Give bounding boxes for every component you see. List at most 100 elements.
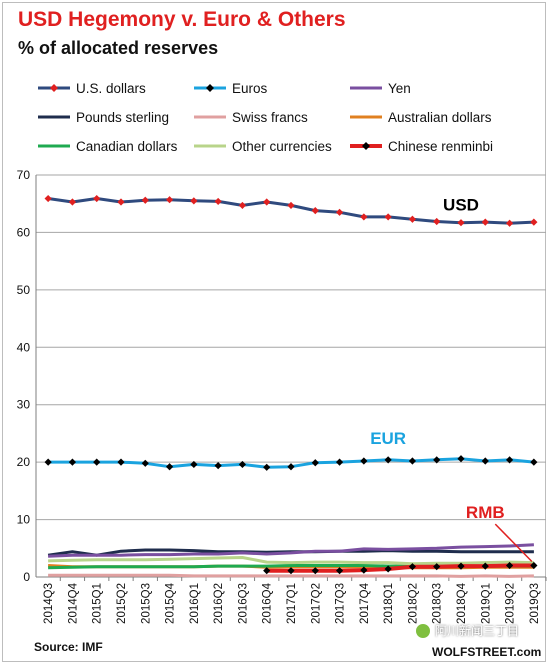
y-tick-label: 0	[23, 570, 30, 584]
data-point	[190, 197, 198, 205]
data-point	[44, 194, 52, 203]
data-point	[68, 458, 77, 466]
data-point	[433, 563, 441, 571]
series-other-currencies	[48, 556, 534, 566]
data-point	[408, 215, 417, 223]
data-point	[360, 566, 368, 574]
data-point	[117, 458, 125, 466]
data-point	[311, 459, 319, 467]
legend-label: Chinese renminbi	[388, 138, 494, 154]
data-point	[457, 219, 465, 227]
legend-swatch	[38, 115, 70, 119]
data-point	[384, 565, 392, 573]
x-tick-label: 2015Q4	[165, 582, 177, 624]
annotation-rmb: RMB	[466, 503, 505, 522]
data-point	[214, 461, 222, 470]
x-tick-label: 2019Q2	[505, 583, 517, 624]
legend-label: Canadian dollars	[76, 138, 178, 154]
x-tick-label: 2018Q1	[383, 583, 395, 624]
x-tick-label: 2017Q1	[286, 583, 298, 624]
legend-label: Other currencies	[232, 138, 332, 154]
x-tick-label: 2015Q1	[92, 583, 104, 624]
data-point	[214, 197, 222, 206]
legend-item-swiss-francs: Swiss francs	[192, 107, 308, 127]
data-point	[530, 561, 538, 570]
data-point	[93, 458, 101, 466]
data-point	[505, 219, 514, 227]
x-tick-label: 2018Q4	[456, 582, 468, 624]
x-tick-label: 2016Q2	[213, 583, 225, 624]
legend-label: Swiss francs	[232, 109, 308, 125]
data-point	[287, 567, 295, 575]
legend-item-australian-dollars: Australian dollars	[348, 107, 492, 127]
legend-swatch	[194, 115, 226, 119]
series-line	[266, 563, 534, 573]
data-point	[165, 463, 174, 471]
y-tick-label: 60	[17, 225, 31, 239]
watermark: 阿川新闻三丁目	[415, 622, 519, 639]
data-point	[190, 460, 198, 469]
data-point	[384, 213, 392, 221]
legend-swatch	[350, 115, 382, 119]
legend-swatch	[194, 84, 226, 92]
y-tick-label: 20	[17, 455, 31, 469]
legend-swatch	[38, 84, 70, 92]
x-tick-label: 2017Q2	[310, 583, 322, 624]
legend: U.S. dollars Euros Yen Pounds sterling Swiss…	[0, 74, 550, 164]
legend-item-other-currencies: Other currencies	[192, 136, 332, 156]
data-point	[335, 567, 344, 575]
data-point	[117, 198, 125, 206]
y-tick-label: 10	[17, 513, 31, 527]
data-point	[408, 457, 417, 465]
watermark-icon	[415, 622, 431, 639]
legend-item-euros: Euros	[192, 78, 267, 98]
data-point	[481, 218, 489, 226]
legend-label: Pounds sterling	[76, 109, 170, 125]
x-tick-label: 2015Q2	[116, 583, 128, 624]
data-point	[311, 567, 319, 575]
legend-swatch	[350, 142, 382, 150]
data-point	[505, 456, 514, 464]
legend-item-yen: Yen	[348, 78, 411, 98]
legend-item-chinese-renminbi: Chinese renminbi	[348, 136, 493, 156]
legend-label: Yen	[388, 80, 411, 96]
data-point	[93, 194, 101, 203]
legend-swatch	[38, 144, 70, 148]
series-u-s-dollars	[44, 194, 538, 227]
data-point	[433, 456, 441, 464]
series-line	[48, 543, 534, 558]
legend-label: Australian dollars	[388, 109, 492, 125]
legend-label: U.S. dollars	[76, 80, 146, 96]
annotation-arrow	[494, 523, 533, 563]
data-point	[457, 455, 465, 463]
x-tick-label: 2014Q3	[43, 583, 55, 624]
credit-label: WOLFSTREET.com	[432, 645, 542, 659]
x-tick-label: 2016Q3	[237, 583, 249, 624]
data-point	[263, 198, 271, 206]
y-tick-label: 70	[17, 168, 31, 182]
data-point	[335, 458, 344, 466]
annotation-eur: EUR	[370, 429, 406, 448]
data-point	[530, 458, 538, 466]
data-point	[238, 460, 247, 469]
series-euros	[44, 455, 538, 471]
y-tick-label: 30	[17, 398, 31, 412]
data-point	[360, 457, 368, 465]
data-point	[481, 562, 489, 570]
legend-item-u-s-dollars: U.S. dollars	[36, 78, 146, 98]
data-point	[481, 457, 489, 465]
y-tick-label: 50	[17, 283, 31, 297]
x-tick-label: 2019Q1	[480, 583, 492, 624]
data-point	[263, 567, 271, 575]
watermark-text: 阿川新闻三丁目	[435, 624, 520, 638]
data-point	[530, 218, 538, 226]
x-tick-label: 2018Q3	[432, 583, 444, 624]
data-point	[238, 201, 247, 210]
legend-item-canadian-dollars: Canadian dollars	[36, 136, 177, 156]
data-point	[360, 213, 368, 221]
x-tick-label: 2015Q3	[140, 583, 152, 624]
chart-title: USD Hegemony v. Euro & Others	[18, 8, 346, 31]
x-tick-label: 2019Q3	[529, 583, 541, 624]
